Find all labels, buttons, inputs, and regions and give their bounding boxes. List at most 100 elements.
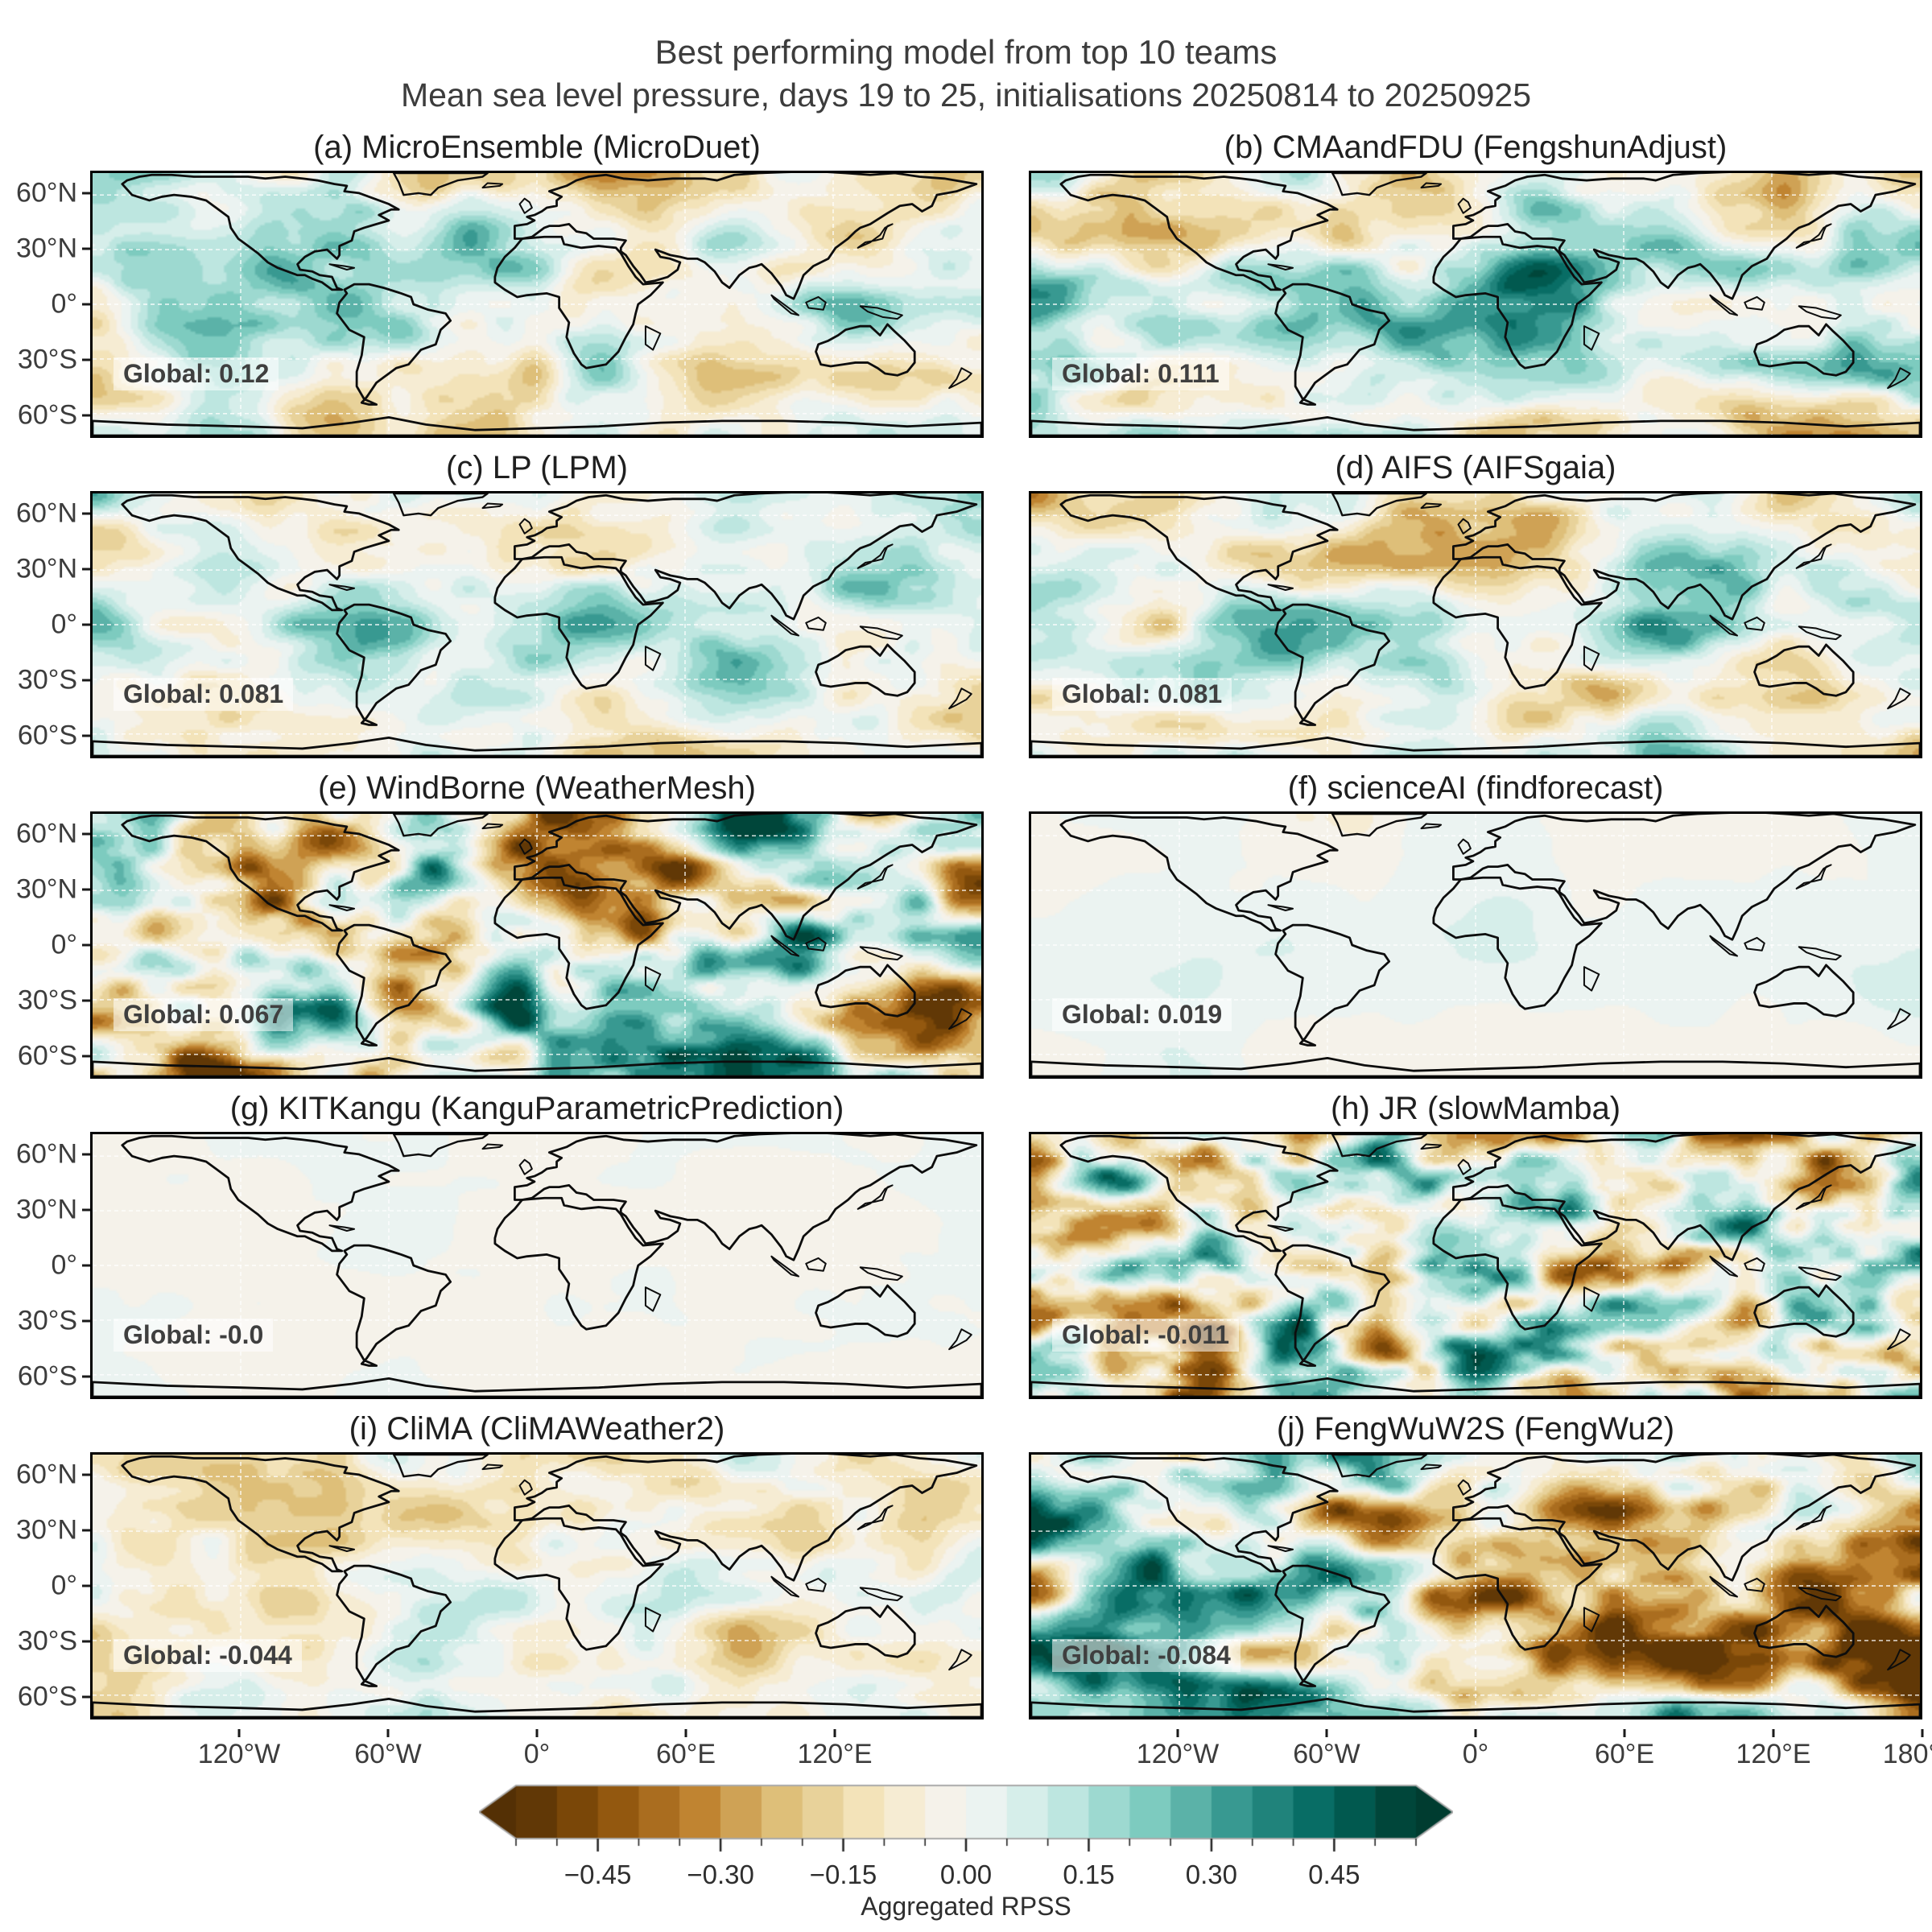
panel-d: (d) AIFS (AIFSgaia) Global: 0.081 (1029, 448, 1922, 768)
lat-tick-mark (82, 1640, 90, 1643)
lon-tick-mark (237, 1729, 241, 1737)
colorbar-ticks: −0.45 −0.30 −0.15 0.00 0.15 0.30 0.45 (479, 1858, 1453, 1890)
lon-axis-left: 120°W 60°W 0° 60°E 120°E (90, 1729, 984, 1773)
lat-tick-label: 60°S (17, 399, 77, 431)
global-score-badge: Global: 0.111 (1052, 357, 1229, 390)
lat-tick-mark (82, 358, 90, 361)
panel-grid: 60°N 30°N 0° 30°S 60°S (a) MicroEnsemble (Mic… (0, 127, 1932, 1729)
lat-tick-mark (82, 247, 90, 250)
lat-tick-label: 0° (51, 1249, 77, 1281)
lon-axis: 120°W 60°W 0° 60°E 120°E 120°W 60°W 0° 60°E 120°E… (0, 1729, 1932, 1773)
graticule (1031, 814, 1920, 1076)
lat-tick-mark (82, 734, 90, 737)
coastlines (93, 814, 981, 1076)
lat-axis: 60°N 30°N 0° 30°S 60°S (0, 768, 90, 1088)
colorbar: −0.45 −0.30 −0.15 0.00 0.15 0.30 0.45 Aggregat… (479, 1784, 1453, 1922)
lon-tick-label: 0° (523, 1739, 551, 1769)
lat-tick-label: 0° (51, 1570, 77, 1601)
panel-row: 60°N 30°N 0° 30°S 60°S (a) MicroEnsemble (Mic… (0, 127, 1932, 448)
lat-tick-label: 60°N (16, 497, 77, 529)
lat-tick-label: 30°S (17, 985, 77, 1016)
lon-tick-label: 120°E (1736, 1739, 1811, 1769)
global-score-badge: Global: 0.081 (1052, 678, 1232, 711)
lon-tick-mark (833, 1729, 836, 1737)
graticule (1031, 173, 1920, 436)
lat-tick-mark (82, 303, 90, 306)
lat-tick-mark (82, 832, 90, 836)
panel-title: (c) LP (LPM) (446, 450, 628, 485)
lon-tick-label: 60°W (1293, 1739, 1360, 1769)
lon-tick-label: 120°E (797, 1739, 873, 1769)
lat-axis: 60°N 30°N 0° 30°S 60°S (0, 448, 90, 768)
lat-tick-label: 0° (51, 609, 77, 640)
global-score-badge: Global: 0.12 (114, 357, 279, 390)
panel-g: (g) KITKangu (KanguParametricPrediction)… (90, 1088, 984, 1409)
lat-axis: 60°N 30°N 0° 30°S 60°S (0, 1088, 90, 1409)
coastlines (1031, 173, 1920, 436)
lat-tick-label: 60°N (16, 1138, 77, 1170)
lon-tick-mark (1325, 1729, 1328, 1737)
lon-tick-label: 120°W (1136, 1739, 1220, 1769)
lat-tick-mark (82, 512, 90, 515)
panel-j: (j) FengWuW2S (FengWu2) Global: -0.084 (1029, 1409, 1922, 1729)
map-j: Global: -0.084 (1029, 1452, 1922, 1719)
map-overlay (93, 814, 981, 1076)
panel-title: (f) scienceAI (findforecast) (1287, 770, 1664, 806)
panel-title: (h) JR (slowMamba) (1330, 1091, 1621, 1126)
column-gap (984, 1088, 1029, 1409)
lon-tick-mark (386, 1729, 390, 1737)
map-overlay (93, 1134, 981, 1397)
lat-tick-mark (82, 414, 90, 417)
lat-tick-label: 60°S (17, 720, 77, 751)
lon-tick-mark (1772, 1729, 1775, 1737)
map-overlay (93, 173, 981, 436)
map-c: Global: 0.081 (90, 491, 984, 758)
map-d: Global: 0.081 (1029, 491, 1922, 758)
lat-tick-mark (82, 568, 90, 571)
lat-tick-mark (82, 1584, 90, 1587)
lon-tick-mark (684, 1729, 687, 1737)
coastlines (1031, 493, 1920, 756)
lat-tick-label: 30°N (16, 1194, 77, 1225)
figure-subtitle: Mean sea level pressure, days 19 to 25, … (400, 76, 1532, 114)
colorbar-label: Aggregated RPSS (861, 1892, 1071, 1921)
lon-tick-mark (1176, 1729, 1179, 1737)
lat-tick-label: 60°N (16, 177, 77, 208)
panel-c: (c) LP (LPM) Global: 0.081 (90, 448, 984, 768)
panel-title: (b) CMAandFDU (FengshunAdjust) (1224, 130, 1728, 165)
panel-e: (e) WindBorne (WeatherMesh) Global: 0.067 (90, 768, 984, 1088)
global-score-badge: Global: -0.0 (114, 1319, 274, 1352)
colorbar-tick-label: 0.15 (1063, 1860, 1115, 1889)
panel-a: (a) MicroEnsemble (MicroDuet) Global: 0.1… (90, 127, 984, 448)
lat-tick-mark (82, 1375, 90, 1378)
graticule (93, 493, 981, 756)
map-overlay (1031, 173, 1920, 436)
coastlines (93, 173, 981, 436)
coastlines (93, 1134, 981, 1397)
lat-tick-mark (82, 1529, 90, 1532)
panel-f: (f) scienceAI (findforecast) Global: 0.01… (1029, 768, 1922, 1088)
lat-tick-label: 0° (51, 929, 77, 960)
colorbar-tick-label: −0.30 (687, 1860, 754, 1889)
lat-tick-mark (82, 1695, 90, 1699)
lon-tick-mark (1921, 1729, 1924, 1737)
global-score-badge: Global: 0.067 (114, 998, 294, 1031)
column-gap (984, 448, 1029, 768)
lat-tick-mark (82, 679, 90, 682)
panel-row: 60°N 30°N 0° 30°S 60°S (c) LP (LPM) Global: 0.… (0, 448, 1932, 768)
graticule (1031, 1134, 1920, 1397)
panel-title: (i) CliMA (CliMAWeather2) (349, 1411, 725, 1447)
lat-tick-mark (82, 192, 90, 195)
map-overlay (93, 493, 981, 756)
map-overlay (1031, 814, 1920, 1076)
lat-axis: 60°N 30°N 0° 30°S 60°S (0, 1409, 90, 1729)
lat-tick-label: 60°N (16, 1459, 77, 1490)
column-gap (984, 1409, 1029, 1729)
column-gap (984, 768, 1029, 1088)
panel-h: (h) JR (slowMamba) Global: -0.011 (1029, 1088, 1922, 1409)
coastlines (1031, 814, 1920, 1076)
lat-tick-label: 30°N (16, 233, 77, 264)
global-score-badge: Global: 0.081 (114, 678, 294, 711)
lat-tick-label: 60°N (16, 818, 77, 849)
